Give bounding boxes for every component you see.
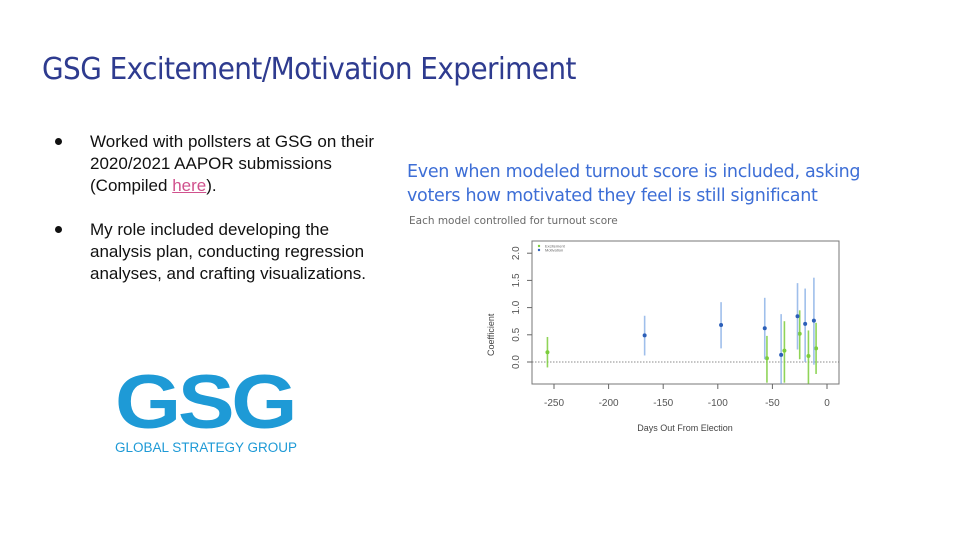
bullet-list: Worked with pollsters at GSG on their 20… bbox=[52, 131, 382, 307]
x-axis-label: Days Out From Election bbox=[637, 423, 733, 433]
legend-marker bbox=[537, 248, 541, 252]
x-tick-label: -150 bbox=[653, 398, 673, 409]
legend-marker bbox=[537, 244, 541, 248]
bullet-item: My role included developing the analysis… bbox=[52, 219, 382, 285]
gsg-logo: GSG GLOBAL STRATEGY GROUP bbox=[115, 365, 305, 458]
coefficient-point bbox=[764, 356, 769, 361]
coefficient-point bbox=[806, 354, 811, 359]
legend-label: Motivation bbox=[545, 248, 563, 253]
legend-label: Excitement bbox=[545, 244, 566, 249]
coefficient-point bbox=[782, 348, 787, 353]
logo-mark: GSG bbox=[115, 360, 297, 445]
coefficient-point bbox=[642, 333, 647, 338]
x-tick-label: -50 bbox=[765, 398, 780, 409]
bullet-dot-icon bbox=[55, 226, 62, 233]
chart-heading: Even when modeled turnout score is inclu… bbox=[407, 162, 861, 206]
coefficient-point bbox=[762, 326, 767, 331]
y-tick-label: 2.0 bbox=[511, 246, 522, 260]
x-tick-label: -250 bbox=[544, 398, 564, 409]
x-tick-label: 0 bbox=[824, 398, 830, 409]
logo-tagline: GLOBAL STRATEGY GROUP bbox=[115, 440, 298, 455]
x-tick-label: -100 bbox=[708, 398, 728, 409]
compiled-here-link[interactable]: here bbox=[172, 176, 207, 195]
y-tick-label: 1.0 bbox=[511, 300, 522, 314]
y-axis-label: Coefficient bbox=[486, 313, 496, 356]
y-tick-label: 0.5 bbox=[511, 327, 522, 341]
x-tick-label: -200 bbox=[599, 398, 619, 409]
coefficient-point bbox=[811, 318, 816, 323]
coefficient-point bbox=[797, 331, 802, 336]
bullet-text-end: ). bbox=[206, 176, 217, 195]
bullet-text: Worked with pollsters at GSG on their 20… bbox=[90, 132, 375, 195]
plot-frame bbox=[531, 240, 840, 385]
coefficient-point bbox=[814, 346, 819, 351]
bullet-dot-icon bbox=[55, 138, 62, 145]
coefficient-point bbox=[545, 350, 550, 355]
chart-plot: -250 -200 -150 -100 -50 0 0.0 0.5 1.0 1.5 2.0 Days … bbox=[486, 240, 840, 433]
slide-title: GSG Excitement/Motivation Experiment bbox=[42, 52, 576, 87]
coefficient-point bbox=[719, 323, 724, 328]
coefficient-point bbox=[779, 352, 784, 357]
coefficient-point bbox=[803, 321, 808, 326]
y-tick-label: 1.5 bbox=[511, 273, 522, 287]
bullet-item: Worked with pollsters at GSG on their 20… bbox=[52, 131, 382, 197]
chart-subheading: Each model controlled for turnout score bbox=[409, 215, 618, 227]
y-tick-label: 0.0 bbox=[511, 355, 522, 369]
bullet-text: My role included developing the analysis… bbox=[90, 220, 366, 283]
coefficient-point bbox=[795, 314, 800, 319]
